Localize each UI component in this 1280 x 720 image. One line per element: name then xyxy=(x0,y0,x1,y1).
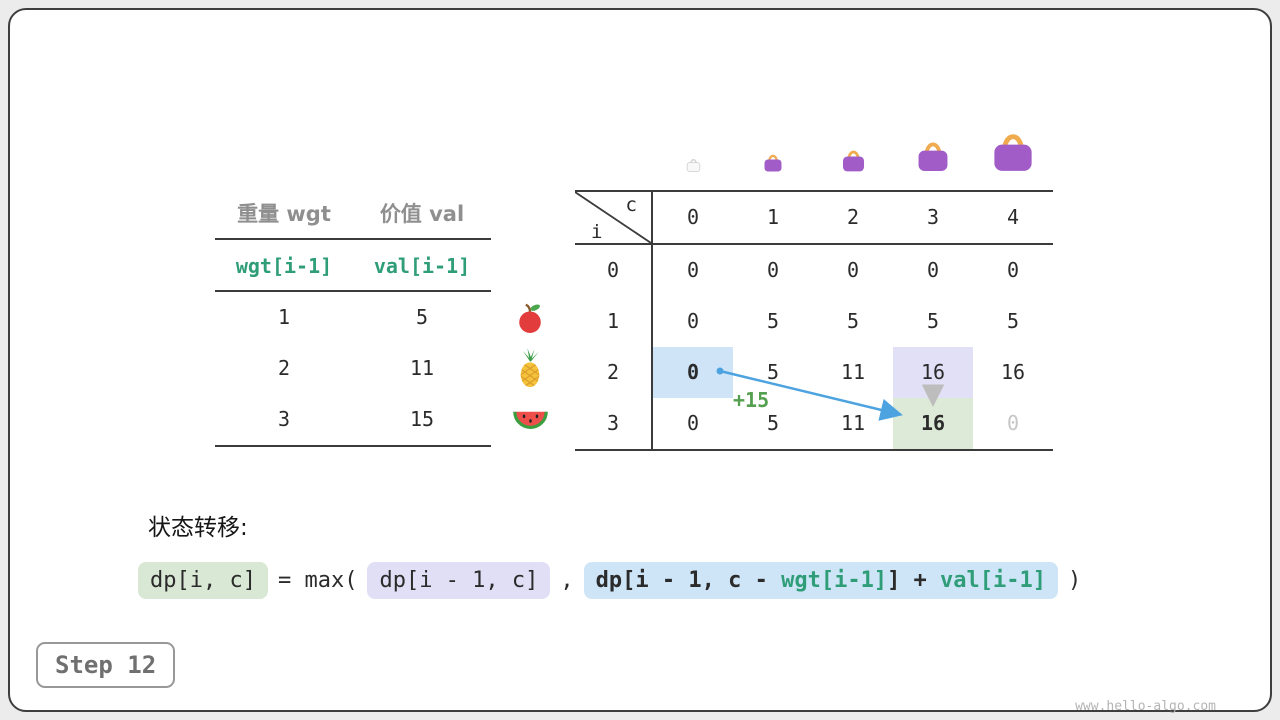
dp-cell: 5 xyxy=(846,309,860,333)
annotation-plus-value: +15 xyxy=(733,388,770,412)
formula-take-part1: dp[i - 1, c - xyxy=(595,568,782,593)
formula-close-paren: ) xyxy=(1068,568,1082,593)
dp-axis-i: i xyxy=(591,221,603,243)
formula-lhs: dp[i, c] xyxy=(138,562,268,599)
items-row-1: 1 5 xyxy=(215,292,491,343)
corner-diagonal xyxy=(575,192,651,243)
bag-icon-capacity-0 xyxy=(653,120,733,180)
formula-option-skip: dp[i - 1, c] xyxy=(367,562,551,599)
dp-cell: 5 xyxy=(926,309,940,333)
transition-formula: dp[i, c] = max( dp[i - 1, c] , dp[i - 1,… xyxy=(138,562,1091,599)
dp-cell: 0 xyxy=(686,258,700,282)
dp-cell: 11 xyxy=(840,411,866,435)
dp-row-header: 1 xyxy=(575,296,653,347)
formula-take-wgt: wgt[i-1] xyxy=(781,568,888,593)
dp-cell: 11 xyxy=(840,360,866,384)
dp-cell: 0 xyxy=(1006,258,1020,282)
dp-row-0: 0 0 0 0 0 0 xyxy=(575,245,1053,296)
dp-row-header: 3 xyxy=(575,398,653,449)
formula-take-val: val[i-1] xyxy=(940,568,1047,593)
item-val: 15 xyxy=(409,407,435,431)
items-col-weight: 重量 wgt xyxy=(237,202,331,226)
item-icons-column xyxy=(506,292,554,445)
dp-cell-source: 0 xyxy=(653,347,733,398)
site-watermark: www.hello-algo.com xyxy=(1075,699,1216,714)
items-table-formula-row: wgt[i-1] val[i-1] xyxy=(215,240,491,292)
watermelon-icon xyxy=(506,394,554,445)
dp-cell: 0 xyxy=(686,411,700,435)
step-badge: Step 12 xyxy=(36,642,176,688)
item-wgt: 1 xyxy=(277,305,291,329)
items-table: 重量 wgt 价值 val wgt[i-1] val[i-1] 1 5 2 11… xyxy=(215,190,491,447)
dp-cell: 5 xyxy=(766,411,780,435)
dp-col-header: 0 xyxy=(686,205,700,229)
apple-icon xyxy=(506,292,554,343)
bag-icon-capacity-1 xyxy=(733,120,813,180)
item-wgt: 2 xyxy=(277,356,291,380)
pineapple-icon xyxy=(506,343,554,394)
bag-icon-capacity-4 xyxy=(973,120,1053,180)
dp-row-1: 1 0 5 5 5 5 xyxy=(575,296,1053,347)
items-table-header: 重量 wgt 价值 val xyxy=(215,190,491,240)
dp-cell: 0 xyxy=(926,258,940,282)
items-row-3: 3 15 xyxy=(215,394,491,445)
dp-header-row: c i 0 1 2 3 4 xyxy=(575,192,1053,245)
item-val: 5 xyxy=(415,305,429,329)
dp-cell: 5 xyxy=(1006,309,1020,333)
transition-label: 状态转移: xyxy=(148,515,248,541)
dp-cell-pending: 0 xyxy=(1006,411,1020,435)
dp-col-header: 2 xyxy=(846,205,860,229)
items-formula-val: val[i-1] xyxy=(373,254,471,278)
dp-col-header: 1 xyxy=(766,205,780,229)
formula-separator: , xyxy=(560,568,574,593)
item-wgt: 3 xyxy=(277,407,291,431)
dp-row-2: 2 0 5 11 16 16 xyxy=(575,347,1053,398)
dp-row-3: 3 0 5 11 16 0 xyxy=(575,398,1053,449)
formula-option-take: dp[i - 1, c - wgt[i-1]] + val[i-1] xyxy=(583,562,1059,599)
bag-icon-capacity-2 xyxy=(813,120,893,180)
items-formula-wgt: wgt[i-1] xyxy=(235,254,333,278)
formula-take-part3: ] + xyxy=(887,568,941,593)
dp-cell: 0 xyxy=(686,309,700,333)
dp-cell-current: 16 xyxy=(893,398,973,449)
dp-axis-c: c xyxy=(625,194,637,216)
dp-corner-cell: c i xyxy=(575,192,653,243)
dp-cell: 5 xyxy=(766,309,780,333)
dp-cell: 16 xyxy=(1000,360,1026,384)
bag-icon-capacity-3 xyxy=(893,120,973,180)
capacity-bags xyxy=(653,120,1053,180)
dp-row-header: 0 xyxy=(575,245,653,296)
dp-cell: 0 xyxy=(766,258,780,282)
items-col-value: 价值 val xyxy=(379,202,465,226)
items-row-2: 2 11 xyxy=(215,343,491,394)
dp-cell: 0 xyxy=(846,258,860,282)
dp-row-header: 2 xyxy=(575,347,653,398)
dp-table: c i 0 1 2 3 4 0 0 0 0 0 0 1 0 5 5 5 5 2 … xyxy=(575,190,1053,451)
dp-col-header: 3 xyxy=(926,205,940,229)
dp-cell-option-skip: 16 xyxy=(893,347,973,398)
formula-operator: = max( xyxy=(277,568,358,593)
dp-col-header: 4 xyxy=(1006,205,1020,229)
item-val: 11 xyxy=(409,356,435,380)
